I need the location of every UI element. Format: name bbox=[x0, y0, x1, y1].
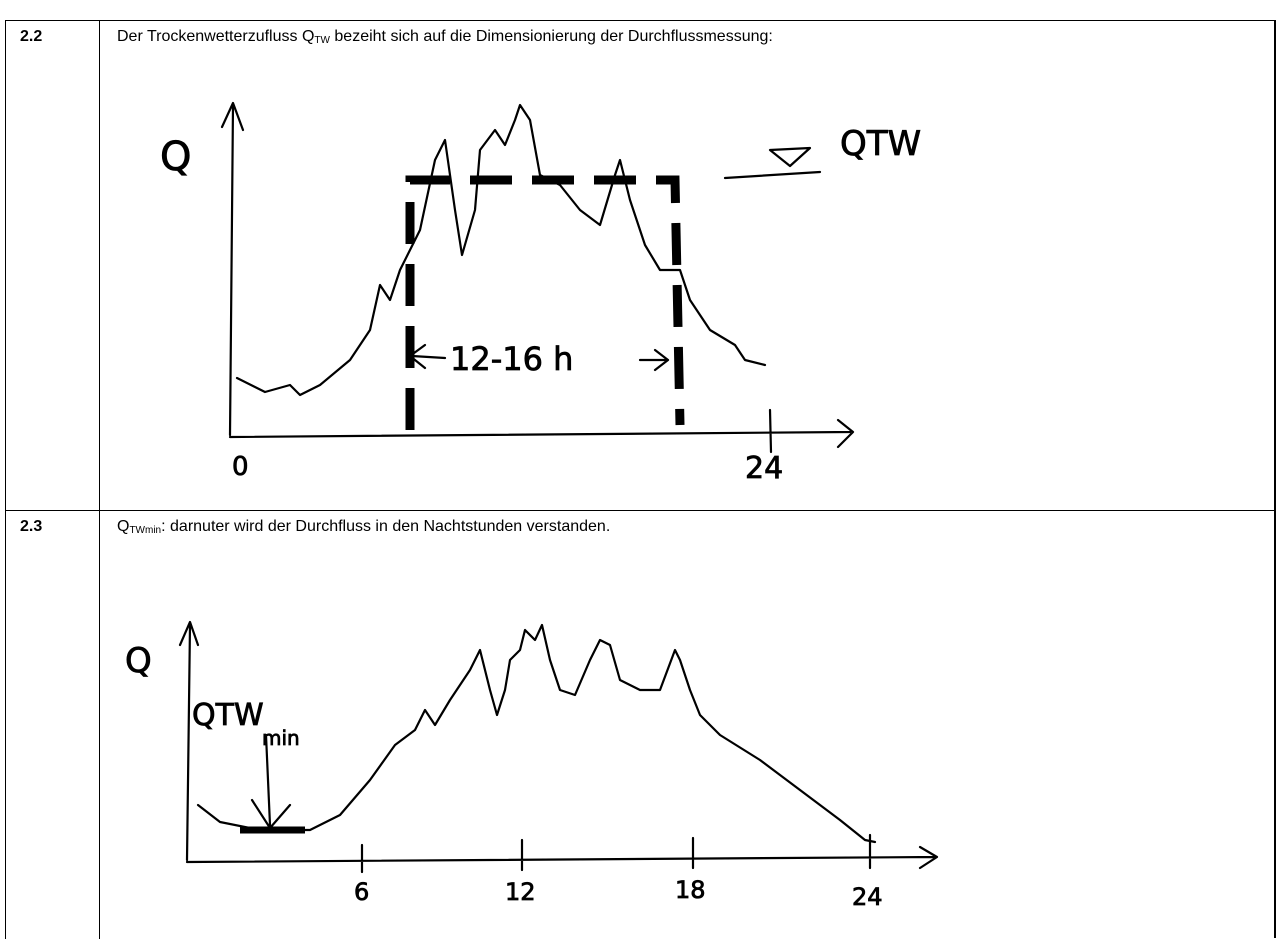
axes bbox=[220, 101, 855, 454]
label: Q bbox=[160, 134, 191, 180]
tick-label: 24 bbox=[852, 883, 883, 911]
row-number: 2.2 bbox=[5, 21, 100, 511]
axes bbox=[178, 620, 939, 874]
table-row: 2.3 QTWmin: darnuter wird der Durchfluss… bbox=[5, 510, 1276, 939]
text: : darnuter wird der Durchfluss in den Na… bbox=[161, 518, 611, 535]
label: QTW bbox=[840, 124, 921, 164]
dashed-frame bbox=[405, 175, 685, 430]
text: Der Trockenwetterzufluss Q bbox=[117, 28, 315, 45]
label: QTW bbox=[192, 698, 264, 733]
row-text: QTWmin: darnuter wird der Durchfluss in … bbox=[117, 518, 610, 536]
label: min bbox=[262, 726, 300, 750]
flow-curve bbox=[196, 623, 877, 844]
table-row: 2.2 Der Trockenwetterzufluss QTW bezeiht… bbox=[5, 20, 1276, 511]
tick-label: 12 bbox=[505, 878, 536, 906]
span-arrows bbox=[408, 343, 670, 372]
label: 0 bbox=[232, 452, 249, 482]
label: 12-16 h bbox=[450, 340, 573, 378]
flow-curve bbox=[235, 103, 767, 397]
sketch-2: Q QTW min 6 12 18 24 bbox=[125, 620, 939, 911]
label: Q bbox=[125, 641, 152, 681]
row-text: Der Trockenwetterzufluss QTW bezeiht sic… bbox=[117, 28, 773, 46]
text: bezeiht sich auf die Dimensionierung der… bbox=[329, 28, 773, 45]
tick-label: 6 bbox=[354, 878, 369, 906]
subscript: TWmin bbox=[129, 525, 162, 536]
sketch-1: Q 0 24 12-16 h QTW bbox=[160, 101, 922, 486]
level-marker bbox=[723, 146, 822, 180]
tick-label: 18 bbox=[675, 876, 706, 904]
label: 24 bbox=[745, 451, 783, 486]
row-number: 2.3 bbox=[5, 511, 100, 939]
table-border bbox=[1274, 20, 1276, 938]
subscript: TW bbox=[314, 35, 330, 46]
text: Q bbox=[117, 518, 130, 535]
